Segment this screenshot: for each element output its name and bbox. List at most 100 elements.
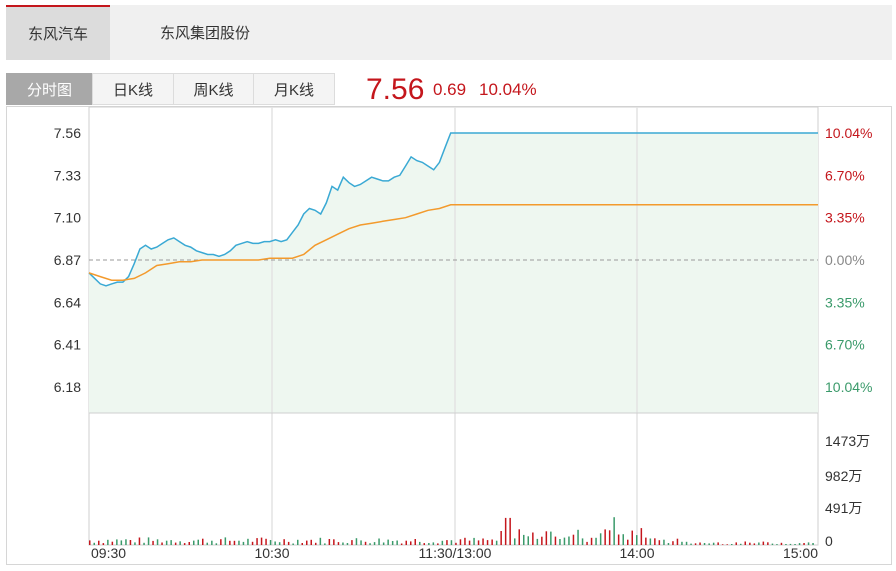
volume-bar (233, 540, 236, 545)
tab-daily-k[interactable]: 日K线 (92, 73, 174, 105)
volume-bar (102, 543, 105, 545)
volume-bar (310, 539, 312, 545)
volume-bar (387, 539, 389, 545)
volume-bar (215, 543, 218, 545)
volume-bar (550, 531, 552, 545)
volume-bar (694, 543, 697, 545)
volume-bar (640, 528, 643, 545)
y-tick-label: 6.41 (54, 337, 81, 353)
volume-bar (482, 538, 484, 545)
x-tick-label: 09:30 (91, 545, 126, 561)
volume-bar (306, 540, 308, 545)
volume-tick-label: 982万 (825, 468, 862, 484)
volume-bar (428, 543, 430, 545)
volume-bar (107, 539, 109, 545)
tab-dongfeng-motor[interactable]: 东风汽车 (6, 5, 110, 60)
volume-bar (419, 541, 421, 545)
volume-bar (794, 544, 796, 545)
volume-bar (247, 538, 249, 545)
volume-bar (378, 538, 380, 545)
tab-intraday[interactable]: 分时图 (6, 73, 93, 105)
volume-bar (410, 541, 412, 545)
volume-bar (649, 538, 652, 545)
volume-bar (541, 536, 543, 545)
volume-bar (301, 543, 303, 545)
volume-bar (116, 539, 118, 545)
volume-bar (179, 541, 181, 545)
volume-bar (441, 540, 444, 545)
volume-bar (595, 537, 597, 545)
volume-bar (315, 542, 317, 545)
volume-bar (758, 542, 760, 545)
volume-bar (509, 517, 511, 545)
volume-bar (798, 543, 801, 545)
average-line (88, 204, 818, 281)
volume-bar (432, 542, 435, 545)
volume-bar (807, 542, 810, 545)
volume-bar (346, 543, 349, 545)
volume-bar (400, 543, 403, 545)
volume-bar (536, 538, 539, 545)
volume-bar (224, 537, 227, 545)
volume-bar (125, 539, 127, 545)
volume-bar (473, 537, 475, 545)
volume-bar (468, 540, 471, 545)
volume-bar (812, 543, 814, 545)
pct-tick-label: 0.00% (825, 252, 865, 268)
volume-bar (450, 540, 453, 545)
price-line (88, 132, 818, 287)
volume-bar (391, 541, 394, 545)
price-change-percent: 10.04% (479, 80, 537, 99)
volume-bar (202, 538, 204, 545)
volume-bar (269, 540, 272, 545)
volume-tick-label: 1473万 (825, 433, 870, 449)
volume-bar (373, 542, 376, 545)
volume-bar (604, 529, 606, 545)
volume-bar (658, 540, 661, 545)
volume-bar (581, 538, 584, 545)
volume-bar (740, 543, 742, 545)
volume-bar (518, 529, 520, 545)
volume-bar (328, 539, 331, 545)
volume-bar (636, 535, 638, 545)
volume-bar (785, 544, 787, 545)
volume-bar (613, 517, 615, 545)
volume-bar (414, 539, 416, 545)
volume-bar (242, 541, 245, 545)
tab-dongfeng-group[interactable]: 东风集团股份 (159, 25, 250, 42)
y-tick-label: 7.56 (54, 125, 81, 141)
volume-bar (437, 543, 439, 545)
volume-bar (477, 540, 480, 545)
volume-bar (283, 539, 285, 545)
volume-bar (523, 534, 525, 545)
volume-bar (188, 542, 190, 545)
volume-bar (663, 539, 665, 545)
volume-bar (735, 542, 737, 545)
volume-bar (274, 541, 276, 545)
tab-monthly-k[interactable]: 月K线 (253, 73, 335, 105)
volume-bar (405, 540, 407, 545)
y-tick-label: 6.64 (54, 294, 81, 310)
volume-bar (622, 534, 624, 545)
price-change: 0.69 (433, 80, 467, 99)
volume-bar (559, 539, 561, 545)
volume-bar (369, 543, 371, 545)
tab-weekly-k[interactable]: 周K线 (173, 73, 254, 105)
pct-tick-label: 3.35% (825, 294, 865, 310)
volume-bar (577, 529, 579, 545)
volume-bar (514, 538, 516, 545)
volume-bar (229, 540, 231, 545)
volume-bar (333, 539, 335, 545)
volume-bar (690, 543, 692, 545)
x-tick-label: 14:00 (619, 545, 654, 561)
volume-bar (681, 541, 683, 545)
volume-bar (193, 540, 195, 545)
volume-tick-label: 0 (825, 533, 833, 549)
volume-bar (708, 543, 710, 545)
volume-bar (174, 542, 177, 545)
pct-tick-label: 3.35% (825, 210, 865, 226)
current-price: 7.56 (366, 73, 425, 106)
volume-bar (753, 543, 756, 545)
volume-bar (342, 542, 344, 545)
